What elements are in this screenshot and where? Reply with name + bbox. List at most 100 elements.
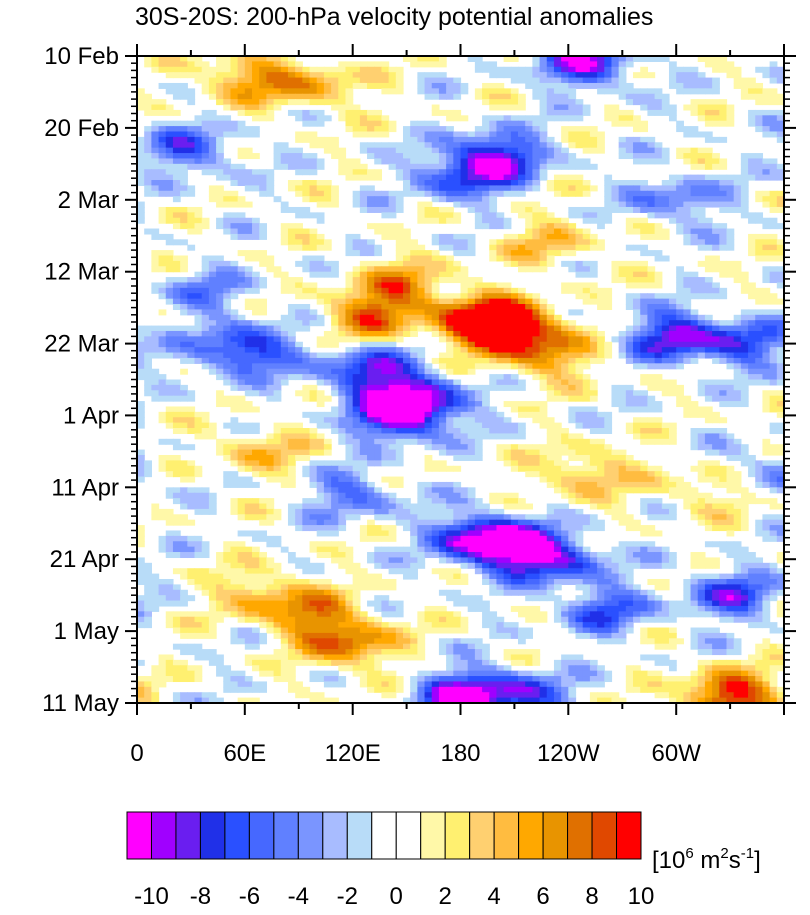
heatmap-cell bbox=[676, 174, 684, 181]
heatmap-cell bbox=[496, 341, 505, 348]
heatmap-cell bbox=[230, 503, 239, 510]
heatmap-cell bbox=[323, 487, 332, 494]
heatmap-cell bbox=[604, 422, 613, 429]
heatmap-cell bbox=[589, 293, 598, 300]
heatmap-cell bbox=[144, 104, 152, 111]
heatmap-cell bbox=[367, 417, 375, 424]
heatmap-cell bbox=[244, 374, 253, 381]
heatmap-cell bbox=[316, 142, 325, 149]
heatmap-cell bbox=[467, 201, 476, 208]
heatmap-cell bbox=[431, 374, 440, 381]
heatmap-cell bbox=[201, 66, 210, 73]
heatmap-cell bbox=[704, 115, 713, 122]
heatmap-cell bbox=[740, 374, 749, 381]
heatmap-cell bbox=[359, 341, 368, 348]
heatmap-cell bbox=[395, 336, 404, 343]
heatmap-cell bbox=[503, 115, 512, 122]
heatmap-cell bbox=[187, 72, 196, 79]
heatmap-cell bbox=[496, 330, 505, 337]
heatmap-cell bbox=[640, 126, 649, 133]
heatmap-cell bbox=[726, 206, 735, 213]
heatmap-cell bbox=[690, 131, 699, 138]
heatmap-cell bbox=[489, 374, 498, 381]
heatmap-cell bbox=[748, 363, 756, 370]
heatmap-cell bbox=[266, 72, 275, 79]
heatmap-cell bbox=[496, 104, 505, 111]
heatmap-cell bbox=[647, 185, 656, 192]
heatmap-cell bbox=[518, 255, 526, 262]
heatmap-cell bbox=[719, 476, 728, 483]
heatmap-cell bbox=[676, 77, 684, 84]
heatmap-cell bbox=[172, 438, 181, 445]
heatmap-cell bbox=[575, 363, 584, 370]
heatmap-cell bbox=[352, 465, 361, 472]
heatmap-cell bbox=[273, 384, 282, 391]
heatmap-cell bbox=[367, 293, 375, 300]
heatmap-cell bbox=[453, 142, 462, 149]
heatmap-cell bbox=[410, 433, 418, 440]
heatmap-cell bbox=[769, 217, 778, 224]
heatmap-cell bbox=[446, 487, 454, 494]
heatmap-cell bbox=[539, 158, 548, 165]
heatmap-cell bbox=[474, 282, 483, 289]
heatmap-cell bbox=[201, 126, 210, 133]
heatmap-cell bbox=[216, 282, 224, 289]
heatmap-cell bbox=[575, 433, 584, 440]
heatmap-cell bbox=[352, 131, 361, 138]
heatmap-cell bbox=[539, 460, 548, 467]
heatmap-cell bbox=[216, 330, 224, 337]
heatmap-cell bbox=[194, 287, 203, 294]
heatmap-cell bbox=[316, 487, 325, 494]
heatmap-cell bbox=[424, 287, 433, 294]
heatmap-cell bbox=[712, 244, 720, 251]
heatmap-cell bbox=[489, 336, 498, 343]
heatmap-cell bbox=[374, 492, 383, 499]
heatmap-cell bbox=[712, 438, 720, 445]
heatmap-cell bbox=[180, 460, 188, 467]
heatmap-cell bbox=[359, 487, 368, 494]
heatmap-cell bbox=[388, 325, 397, 332]
heatmap-cell bbox=[719, 433, 728, 440]
heatmap-cell bbox=[762, 223, 771, 230]
heatmap-cell bbox=[769, 498, 778, 505]
heatmap-cell bbox=[618, 153, 627, 160]
heatmap-cell bbox=[748, 282, 756, 289]
heatmap-cell bbox=[496, 428, 505, 435]
heatmap-cell bbox=[518, 169, 526, 176]
heatmap-cell bbox=[237, 72, 246, 79]
heatmap-cell bbox=[381, 196, 390, 203]
heatmap-cell bbox=[633, 406, 641, 413]
heatmap-cell bbox=[266, 454, 275, 461]
heatmap-cell bbox=[704, 438, 713, 445]
heatmap-cell bbox=[388, 384, 397, 391]
heatmap-cell bbox=[180, 180, 188, 186]
heatmap-cell bbox=[460, 368, 469, 375]
heatmap-cell bbox=[165, 104, 174, 111]
heatmap-cell bbox=[668, 206, 677, 213]
heatmap-cell bbox=[690, 126, 699, 133]
heatmap-cell bbox=[532, 444, 541, 451]
heatmap-cell bbox=[719, 104, 728, 111]
heatmap-cell bbox=[424, 444, 433, 451]
heatmap-cell bbox=[316, 417, 325, 424]
heatmap-cell bbox=[252, 325, 260, 332]
heatmap-cell bbox=[144, 56, 152, 62]
heatmap-cell bbox=[546, 223, 555, 230]
heatmap-cell bbox=[546, 384, 555, 391]
heatmap-cell bbox=[683, 201, 692, 208]
heatmap-cell bbox=[503, 99, 512, 106]
heatmap-cell bbox=[597, 72, 605, 79]
heatmap-cell bbox=[410, 180, 418, 186]
heatmap-cell bbox=[489, 417, 498, 424]
heatmap-cell bbox=[252, 298, 260, 305]
heatmap-cell bbox=[259, 390, 267, 397]
heatmap-cell bbox=[467, 503, 476, 510]
heatmap-cell bbox=[647, 282, 656, 289]
heatmap-cell bbox=[633, 120, 641, 127]
heatmap-cell bbox=[331, 460, 339, 467]
heatmap-cell bbox=[633, 352, 641, 359]
heatmap-cell bbox=[273, 271, 282, 278]
heatmap-cell bbox=[431, 277, 440, 284]
heatmap-cell bbox=[474, 347, 483, 354]
heatmap-cell bbox=[633, 126, 641, 133]
